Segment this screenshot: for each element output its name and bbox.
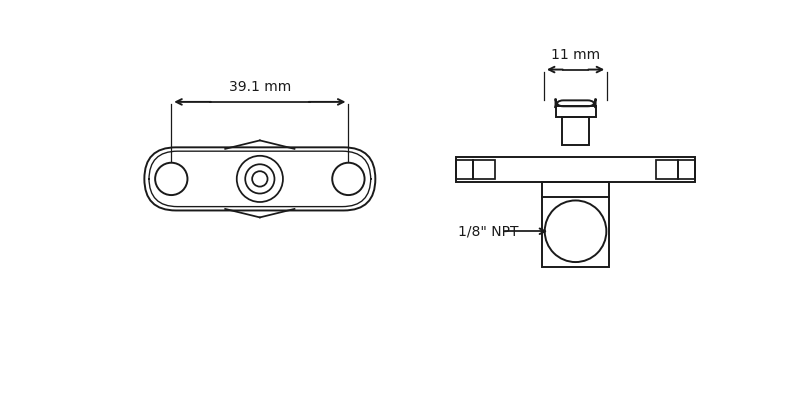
- Bar: [562, 117, 590, 145]
- Text: 1/8" NPT: 1/8" NPT: [458, 224, 518, 238]
- Bar: [456, 160, 473, 179]
- Bar: [456, 157, 695, 182]
- Text: 39.1 mm: 39.1 mm: [229, 80, 291, 94]
- Bar: [678, 160, 695, 179]
- Bar: [656, 160, 678, 179]
- Bar: [555, 106, 595, 117]
- Bar: [473, 160, 495, 179]
- Text: 11 mm: 11 mm: [551, 48, 600, 62]
- Bar: [542, 182, 610, 268]
